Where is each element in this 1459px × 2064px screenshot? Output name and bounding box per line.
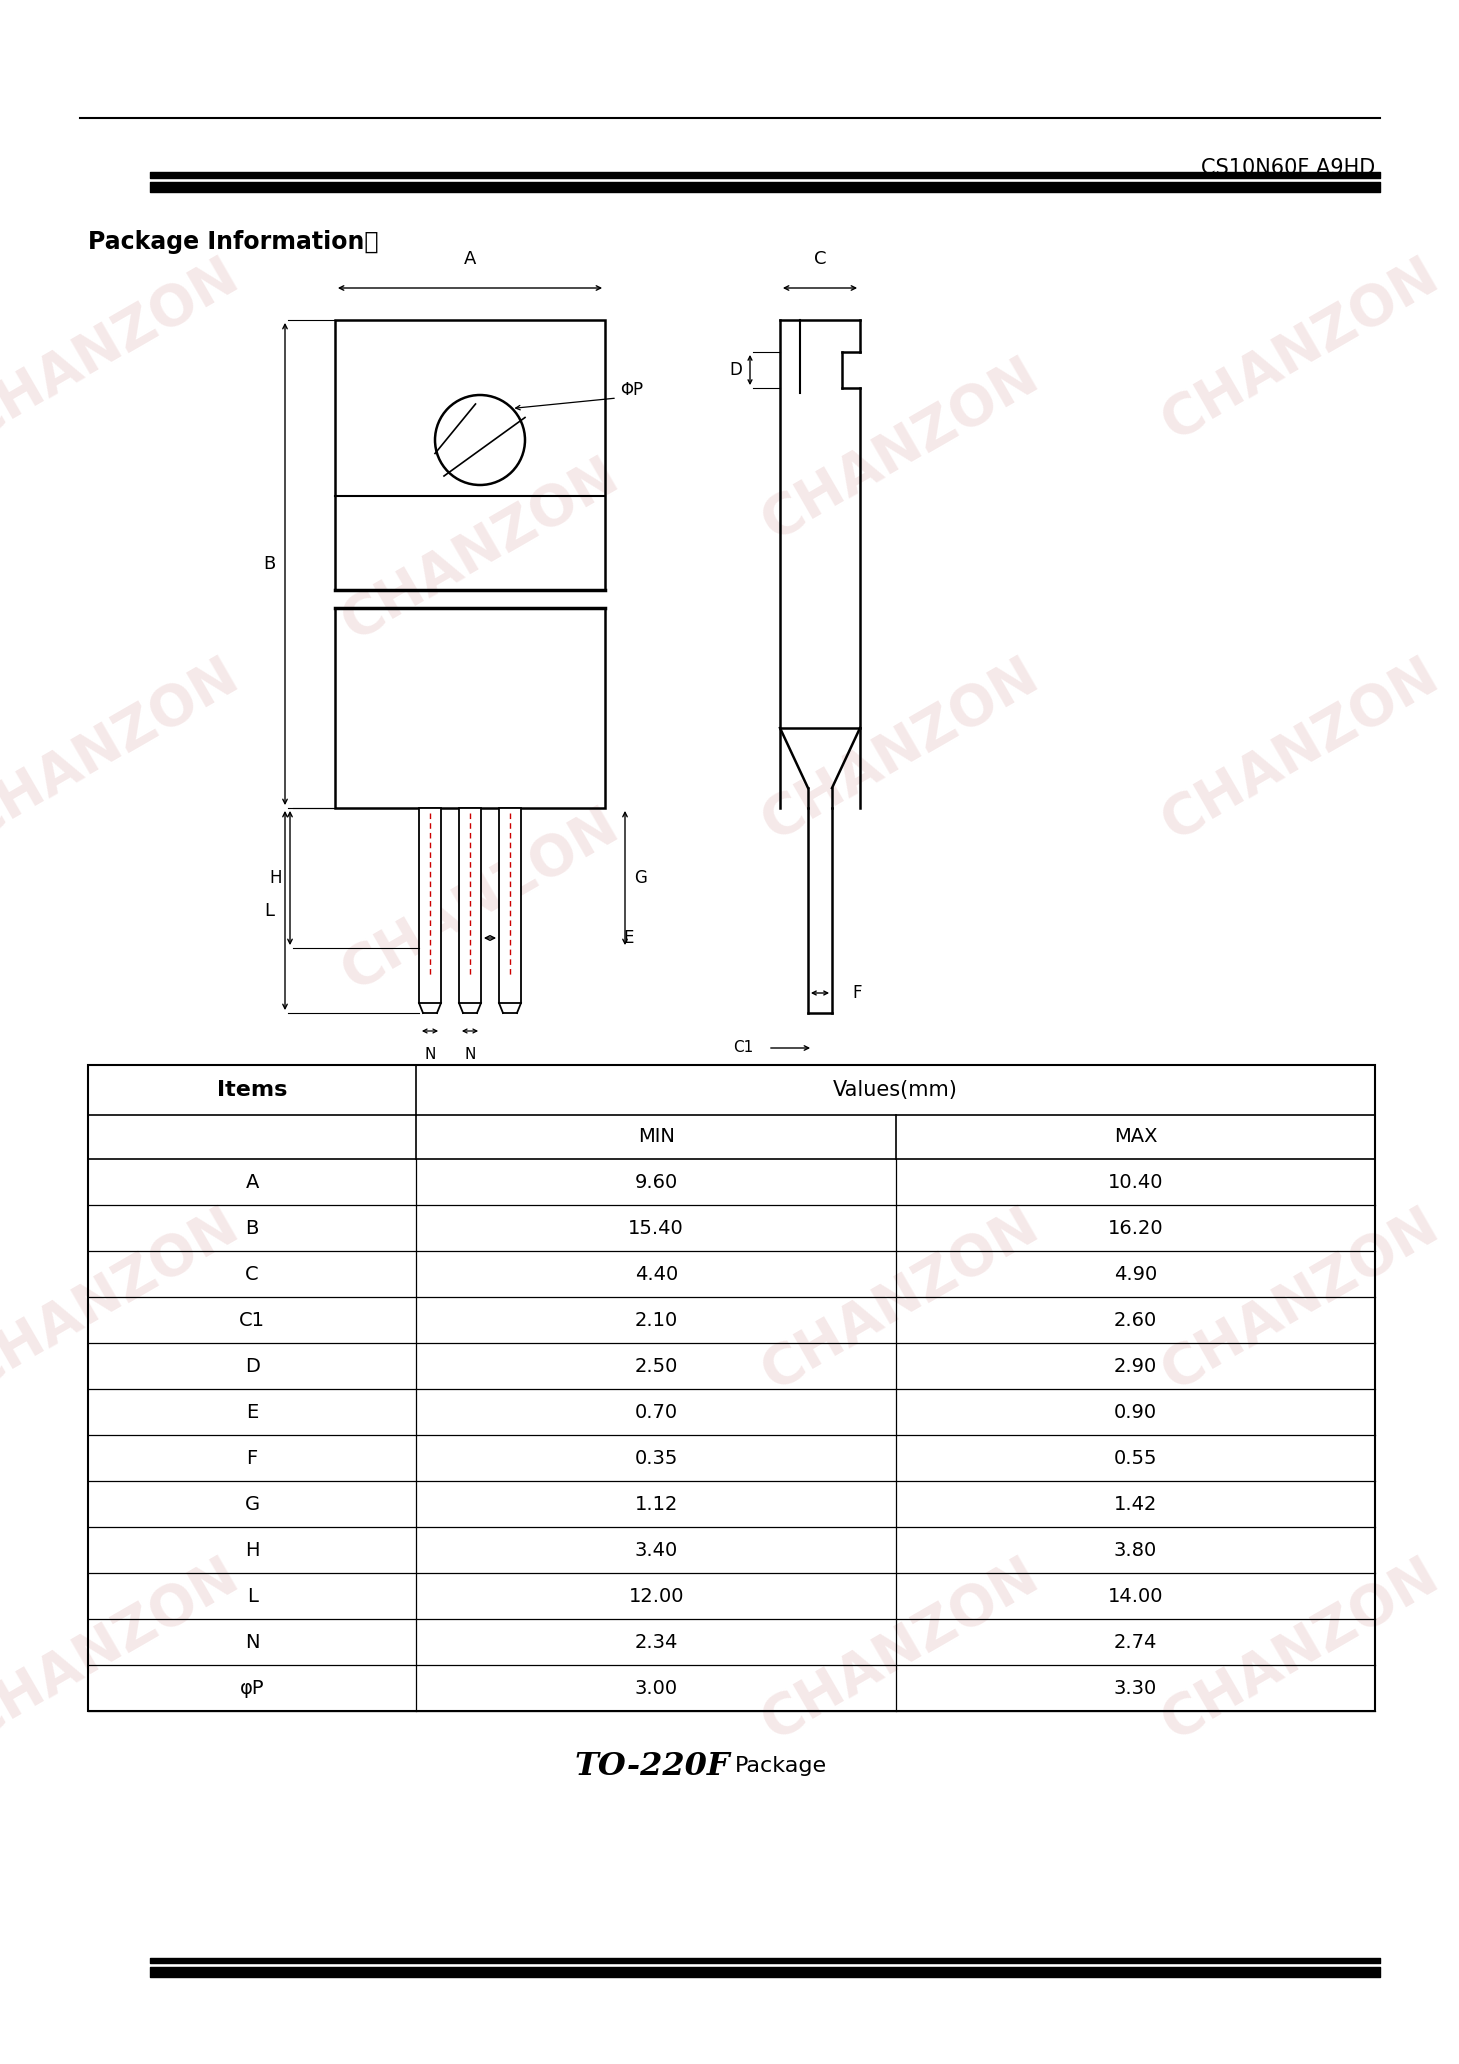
Text: 10.40: 10.40 [1107, 1172, 1163, 1191]
Text: L: L [247, 1587, 258, 1606]
Text: N: N [464, 1046, 476, 1063]
Text: 0.35: 0.35 [635, 1449, 678, 1468]
Text: 3.80: 3.80 [1115, 1540, 1157, 1560]
Bar [419, 807, 441, 1003]
Text: Values(mm): Values(mm) [833, 1079, 959, 1100]
Text: H: H [270, 869, 282, 888]
Text: G: G [635, 869, 648, 888]
Text: CHANZON: CHANZON [0, 250, 248, 452]
Text: C: C [814, 250, 826, 268]
Text: 16.20: 16.20 [1107, 1218, 1163, 1238]
Bar [88, 1065, 1374, 1711]
Text: CS10N60F A9HD: CS10N60F A9HD [1201, 159, 1374, 178]
Text: 9.60: 9.60 [635, 1172, 678, 1191]
Bar [336, 320, 605, 590]
Text: φP: φP [239, 1678, 264, 1697]
Text: 4.40: 4.40 [635, 1265, 678, 1284]
Text: 1.42: 1.42 [1113, 1494, 1157, 1513]
Text: Package Information：: Package Information： [88, 229, 378, 254]
Text: D: D [245, 1356, 260, 1375]
Bar [460, 807, 481, 1003]
Text: ΦP: ΦP [620, 382, 643, 398]
Text: C: C [245, 1265, 258, 1284]
Text: 14.00: 14.00 [1107, 1587, 1163, 1606]
Bar [499, 807, 521, 1003]
Text: C1: C1 [239, 1311, 266, 1329]
Text: N: N [425, 1046, 436, 1063]
Text: E: E [247, 1404, 258, 1422]
Text: 2.34: 2.34 [635, 1633, 678, 1651]
Text: F: F [247, 1449, 258, 1468]
Text: CHANZON: CHANZON [751, 349, 1048, 551]
Text: 0.90: 0.90 [1115, 1404, 1157, 1422]
Text: MAX: MAX [1113, 1127, 1157, 1146]
Text: 0.70: 0.70 [635, 1404, 678, 1422]
Text: D: D [730, 361, 743, 380]
Text: CHANZON: CHANZON [0, 1548, 248, 1750]
Text: Package: Package [735, 1756, 827, 1775]
Text: 4.90: 4.90 [1115, 1265, 1157, 1284]
Text: CHANZON: CHANZON [1153, 1199, 1447, 1401]
Text: G: G [245, 1494, 260, 1513]
Text: 2.74: 2.74 [1113, 1633, 1157, 1651]
Text: CHANZON: CHANZON [333, 450, 627, 650]
Text: 15.40: 15.40 [629, 1218, 684, 1238]
Text: MIN: MIN [638, 1127, 674, 1146]
Text: A: A [245, 1172, 258, 1191]
Text: CHANZON: CHANZON [751, 1548, 1048, 1750]
Text: CHANZON: CHANZON [751, 1199, 1048, 1401]
Text: F: F [852, 985, 861, 1001]
Text: 2.10: 2.10 [635, 1311, 678, 1329]
Text: 1.12: 1.12 [635, 1494, 678, 1513]
Text: 0.55: 0.55 [1113, 1449, 1157, 1468]
Text: C1: C1 [732, 1040, 753, 1055]
Text: CHANZON: CHANZON [0, 1199, 248, 1401]
Bar [336, 609, 605, 807]
Text: 12.00: 12.00 [629, 1587, 684, 1606]
Text: CHANZON: CHANZON [333, 799, 627, 1001]
Text: L: L [264, 902, 274, 918]
Text: E: E [623, 929, 633, 947]
Text: CHANZON: CHANZON [1153, 250, 1447, 452]
Text: N: N [245, 1633, 260, 1651]
Text: 2.90: 2.90 [1115, 1356, 1157, 1375]
Text: CHANZON: CHANZON [1153, 1548, 1447, 1750]
Text: CHANZON: CHANZON [1153, 648, 1447, 850]
Text: CHANZON: CHANZON [751, 648, 1048, 850]
Text: TO-220F: TO-220F [575, 1750, 730, 1781]
Text: 3.30: 3.30 [1115, 1678, 1157, 1697]
Text: CHANZON: CHANZON [0, 648, 248, 850]
Text: 3.00: 3.00 [635, 1678, 678, 1697]
Text: B: B [245, 1218, 258, 1238]
Text: A: A [464, 250, 476, 268]
Text: B: B [263, 555, 276, 574]
Text: Items: Items [217, 1079, 287, 1100]
Text: H: H [245, 1540, 260, 1560]
Text: 3.40: 3.40 [635, 1540, 678, 1560]
Text: 2.50: 2.50 [635, 1356, 678, 1375]
Text: 2.60: 2.60 [1115, 1311, 1157, 1329]
